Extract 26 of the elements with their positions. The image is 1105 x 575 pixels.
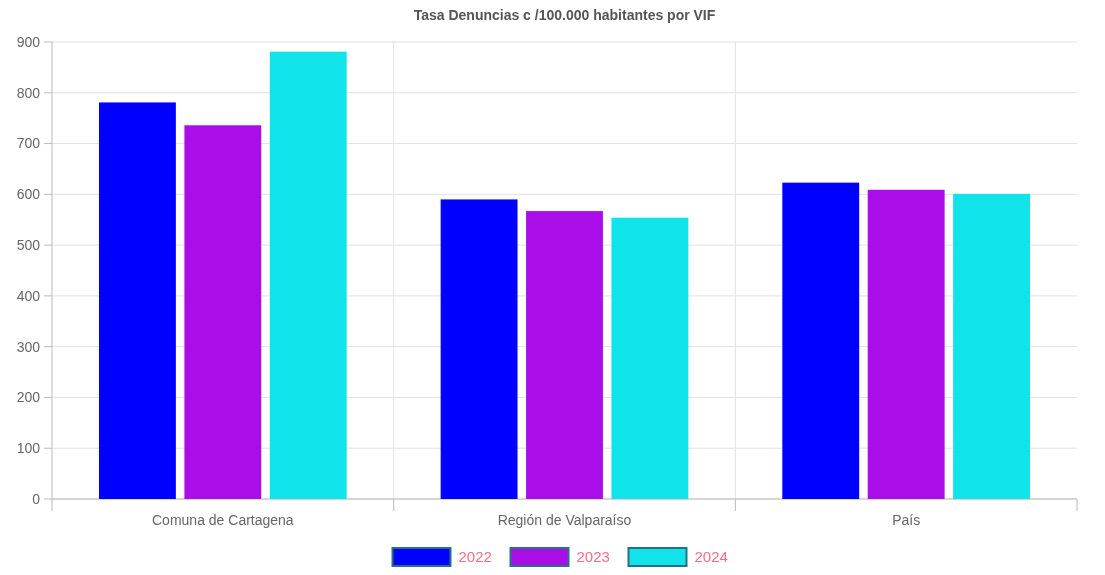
- bar: [440, 199, 518, 499]
- chart-title: Tasa Denuncias c /100.000 habitantes por VIF: [413, 7, 716, 23]
- bar: [98, 102, 176, 499]
- x-tick-label: Región de Valparaíso: [497, 512, 632, 528]
- x-tick-label: País: [892, 512, 921, 528]
- y-tick-label: 100: [16, 440, 41, 457]
- y-tick-label: 700: [16, 135, 41, 152]
- bar: [611, 217, 689, 499]
- legend-label: 2024: [694, 548, 728, 566]
- bar: [526, 211, 603, 499]
- bar: [953, 193, 1031, 499]
- bar: [269, 51, 347, 499]
- bar: [782, 182, 860, 499]
- y-tick-label: 400: [16, 287, 41, 304]
- legend-label: 2022: [458, 548, 492, 566]
- legend-label: 2023: [576, 548, 610, 566]
- y-tick-label: 200: [16, 389, 41, 406]
- y-tick-label: 800: [16, 84, 41, 101]
- y-tick-label: 500: [16, 237, 41, 254]
- y-tick-label: 300: [16, 338, 41, 355]
- x-tick-label: Comuna de Cartagena: [152, 512, 294, 528]
- y-tick-label: 600: [16, 186, 41, 203]
- bar: [867, 189, 945, 499]
- y-tick-label: 0: [32, 490, 41, 507]
- bar: [184, 125, 262, 499]
- y-tick-label: 900: [16, 33, 41, 50]
